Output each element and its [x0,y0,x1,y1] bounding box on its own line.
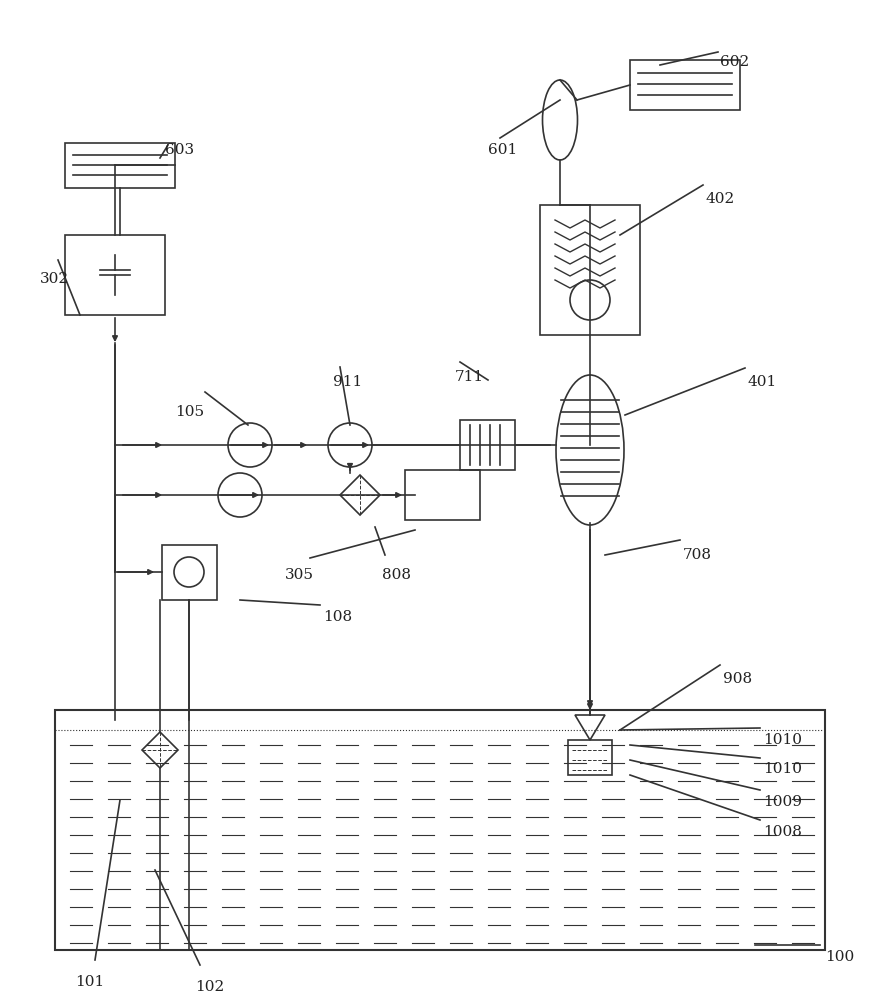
Text: 601: 601 [488,143,517,157]
Bar [65,143,175,188]
Bar [568,740,612,775]
Text: 108: 108 [323,610,352,624]
Text: 708: 708 [683,548,712,562]
Bar [630,60,740,110]
Text: 908: 908 [723,672,752,686]
Text: 911: 911 [333,375,362,389]
Text: 603: 603 [165,143,194,157]
Text: 602: 602 [720,55,749,69]
Text: 1009: 1009 [763,795,802,809]
Text: 1010: 1010 [763,762,802,776]
Text: 105: 105 [175,405,204,419]
Text: 402: 402 [706,192,736,206]
Text: 305: 305 [285,568,314,582]
Bar [405,470,480,520]
Text: 102: 102 [195,980,224,994]
Text: 808: 808 [382,568,411,582]
Bar [460,420,515,470]
Text: 101: 101 [75,975,104,989]
Text: 1008: 1008 [763,825,802,839]
Text: 1010: 1010 [763,733,802,747]
Bar [162,545,217,600]
Bar [55,710,825,950]
Text: 401: 401 [748,375,777,389]
Text: 100: 100 [825,950,854,964]
Bar [540,205,640,335]
Text: 711: 711 [455,370,484,384]
Bar [65,235,165,315]
Text: 302: 302 [40,272,69,286]
